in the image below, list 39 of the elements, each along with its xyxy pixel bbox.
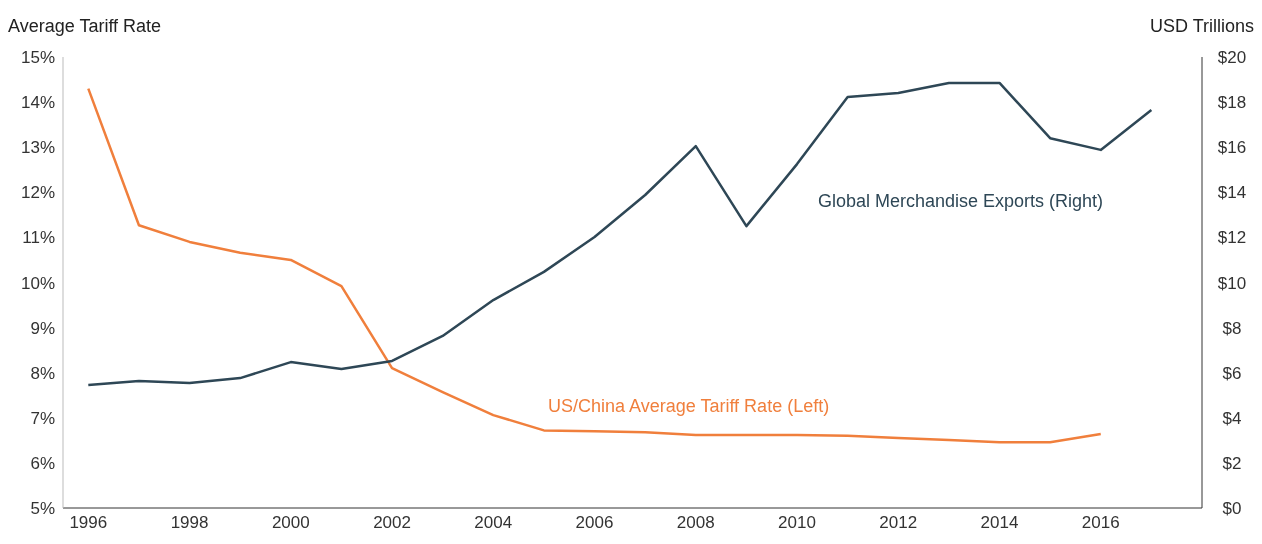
y-tick-label: 13% [20, 138, 55, 158]
y2-axis-title: USD Trillions [1149, 16, 1254, 37]
x-tick-label: 2006 [575, 513, 614, 533]
y2-tick-label: $20 [1217, 48, 1247, 68]
series-label: US/China Average Tariff Rate (Left) [548, 396, 830, 417]
x-tick-label: 2008 [676, 513, 715, 533]
y-tick-label: 6% [30, 453, 55, 473]
x-tick-label: 1996 [69, 513, 108, 533]
y2-tick-label: $16 [1217, 138, 1247, 158]
x-tick-label: 2000 [271, 513, 310, 533]
line-series [87, 87, 1103, 444]
y2-tick-label: $2 [1222, 453, 1242, 473]
y2-tick-label: $8 [1222, 318, 1242, 338]
x-tick-label: 2004 [474, 513, 513, 533]
y2-tick-label: $10 [1217, 273, 1247, 293]
x-tick-label: 2012 [879, 513, 918, 533]
y-tick-label: 9% [30, 318, 55, 338]
line-series [87, 81, 1153, 387]
x-tick-label: 2010 [778, 513, 816, 533]
y-tick-label: 14% [20, 93, 55, 113]
y2-tick-label: $4 [1222, 408, 1242, 428]
y2-tick-label: $12 [1217, 228, 1247, 248]
y-axis-title: Average Tariff Rate [8, 16, 162, 37]
series-label: Global Merchandise Exports (Right) [818, 191, 1104, 212]
y2-tick-label: $18 [1217, 93, 1247, 113]
y-tick-label: 8% [30, 363, 55, 383]
y-tick-label: 10% [20, 273, 55, 293]
y-tick-label: 12% [20, 183, 55, 203]
y2-tick-label: $6 [1222, 363, 1242, 383]
x-tick-label: 2016 [1081, 513, 1120, 533]
y-tick-label: 7% [30, 408, 55, 428]
x-tick-label: 1998 [170, 513, 209, 533]
x-tick-label: 2014 [980, 513, 1019, 533]
y-tick-label: 5% [30, 499, 55, 519]
x-tick-label: 2002 [373, 513, 411, 533]
y2-tick-label: $0 [1222, 499, 1242, 519]
y-tick-label: 11% [22, 228, 55, 248]
y2-tick-label: $14 [1217, 183, 1247, 203]
y-tick-label: 15% [20, 48, 55, 68]
